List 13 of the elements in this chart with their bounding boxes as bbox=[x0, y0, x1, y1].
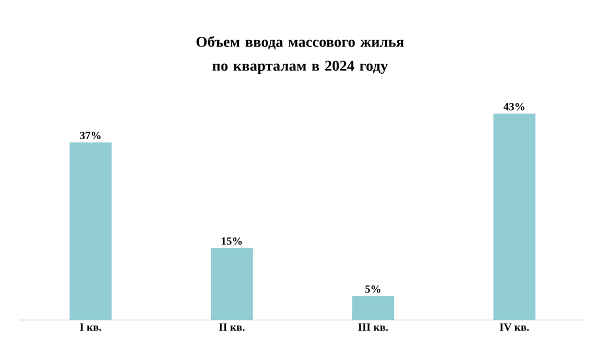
x-tick-label: IV кв. bbox=[500, 324, 529, 331]
bar bbox=[70, 142, 112, 320]
x-tick-label: III кв. bbox=[358, 324, 388, 331]
x-tick-label: II кв. bbox=[219, 324, 244, 331]
x-tick-label: I кв. bbox=[80, 324, 102, 331]
data-label: 37% bbox=[80, 132, 101, 140]
data-label: 15% bbox=[222, 237, 242, 245]
bar bbox=[493, 114, 536, 320]
chart-title: Объем ввода массового жилья по кварталам в 2024 году bbox=[196, 36, 404, 74]
bar bbox=[352, 296, 394, 320]
data-label: 5% bbox=[365, 285, 380, 293]
data-label: 43% bbox=[504, 102, 524, 110]
bar bbox=[210, 248, 253, 320]
